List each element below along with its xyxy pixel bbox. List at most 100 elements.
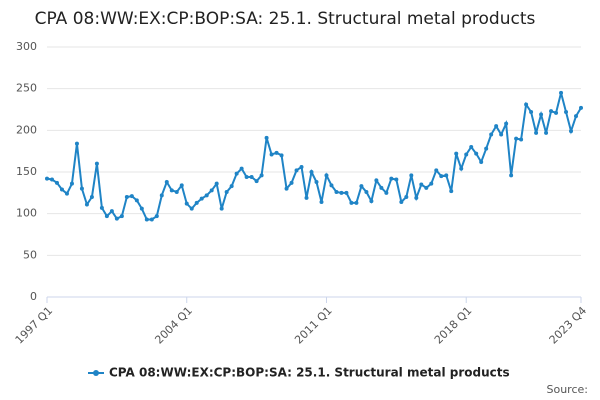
data-point [364,190,369,194]
data-point [524,102,529,107]
data-point [249,175,254,179]
x-tick-label: 2018 Q1 [432,304,475,347]
data-point [329,183,334,188]
data-point [514,136,519,141]
data-point [149,217,154,222]
data-point [359,184,364,189]
data-point [169,188,174,193]
data-point [399,200,404,204]
data-point [479,160,484,164]
data-point [349,200,354,205]
y-tick-label: 50 [23,248,37,261]
data-point [559,90,564,95]
data-line [46,92,582,221]
data-point [84,202,89,207]
data-point [284,186,289,191]
data-point [194,200,199,205]
data-point [184,201,189,206]
data-point [114,216,119,221]
data-point [564,110,569,114]
data-point [104,214,109,219]
data-point [239,166,244,171]
data-point [574,114,579,119]
data-point [79,186,84,191]
data-point [459,166,464,171]
data-point [494,124,499,129]
data-point [379,185,384,190]
data-point [454,151,459,156]
data-point [439,174,444,179]
data-point [424,185,429,190]
source: Source: [547,383,589,396]
data-point [214,181,219,186]
data-point [269,152,274,157]
data-point [54,180,59,185]
data-point [369,199,374,204]
data-point [279,153,284,158]
data-point [339,190,344,195]
x-tick-label: 1997 Q1 [13,304,56,347]
data-point [554,110,559,115]
data-point [244,175,249,179]
data-point [529,110,534,114]
data-point [464,152,469,157]
data-point [234,171,239,176]
data-point [324,173,329,178]
data-point [254,179,259,184]
data-point [45,176,49,181]
data-point [384,190,389,195]
data-point [69,181,74,186]
data-point [144,217,149,222]
x-tick-label: 2004 Q1 [152,304,195,347]
data-point [449,189,454,194]
data-point [199,196,204,201]
x-tick-label: 2023 Q4 [547,304,590,347]
data-point [474,151,479,156]
data-point [259,173,264,178]
data-point [334,190,339,194]
data-point [374,178,379,183]
data-point [539,112,544,117]
data-point [314,180,319,184]
data-point [189,206,194,211]
data-point [414,195,419,200]
data-point [354,200,359,205]
data-point [174,190,179,194]
data-point [219,206,224,211]
data-point [294,168,299,173]
data-point [499,132,504,137]
data-point [89,195,94,199]
data-point [134,198,139,203]
data-point [119,214,124,219]
data-point [569,129,574,134]
data-point [404,195,409,199]
data-point [204,193,209,198]
y-tick-label: 100 [16,207,37,220]
data-point [229,184,234,189]
data-point [509,173,514,178]
data-point [304,195,309,200]
data-point [504,121,509,126]
data-point [289,180,294,185]
data-point [394,177,399,182]
data-point [94,161,99,166]
data-point [309,170,314,174]
data-point [419,182,424,187]
data-point [434,168,439,173]
data-point [109,209,114,214]
data-point [49,177,54,182]
y-tick-label: 0 [30,290,37,303]
data-point [389,176,394,181]
data-point [469,145,474,149]
data-point [209,188,214,193]
data-point [489,132,494,137]
data-point [224,190,229,194]
data-point [544,130,549,135]
y-tick-label: 200 [16,123,37,136]
data-point [139,206,144,211]
legend-label: CPA 08:WW:EX:CP:BOP:SA: 25.1. Structural… [109,366,510,380]
x-tick-label: 2011 Q1 [292,304,335,347]
data-point [179,183,184,188]
legend-marker [93,370,99,376]
data-point [409,173,414,178]
